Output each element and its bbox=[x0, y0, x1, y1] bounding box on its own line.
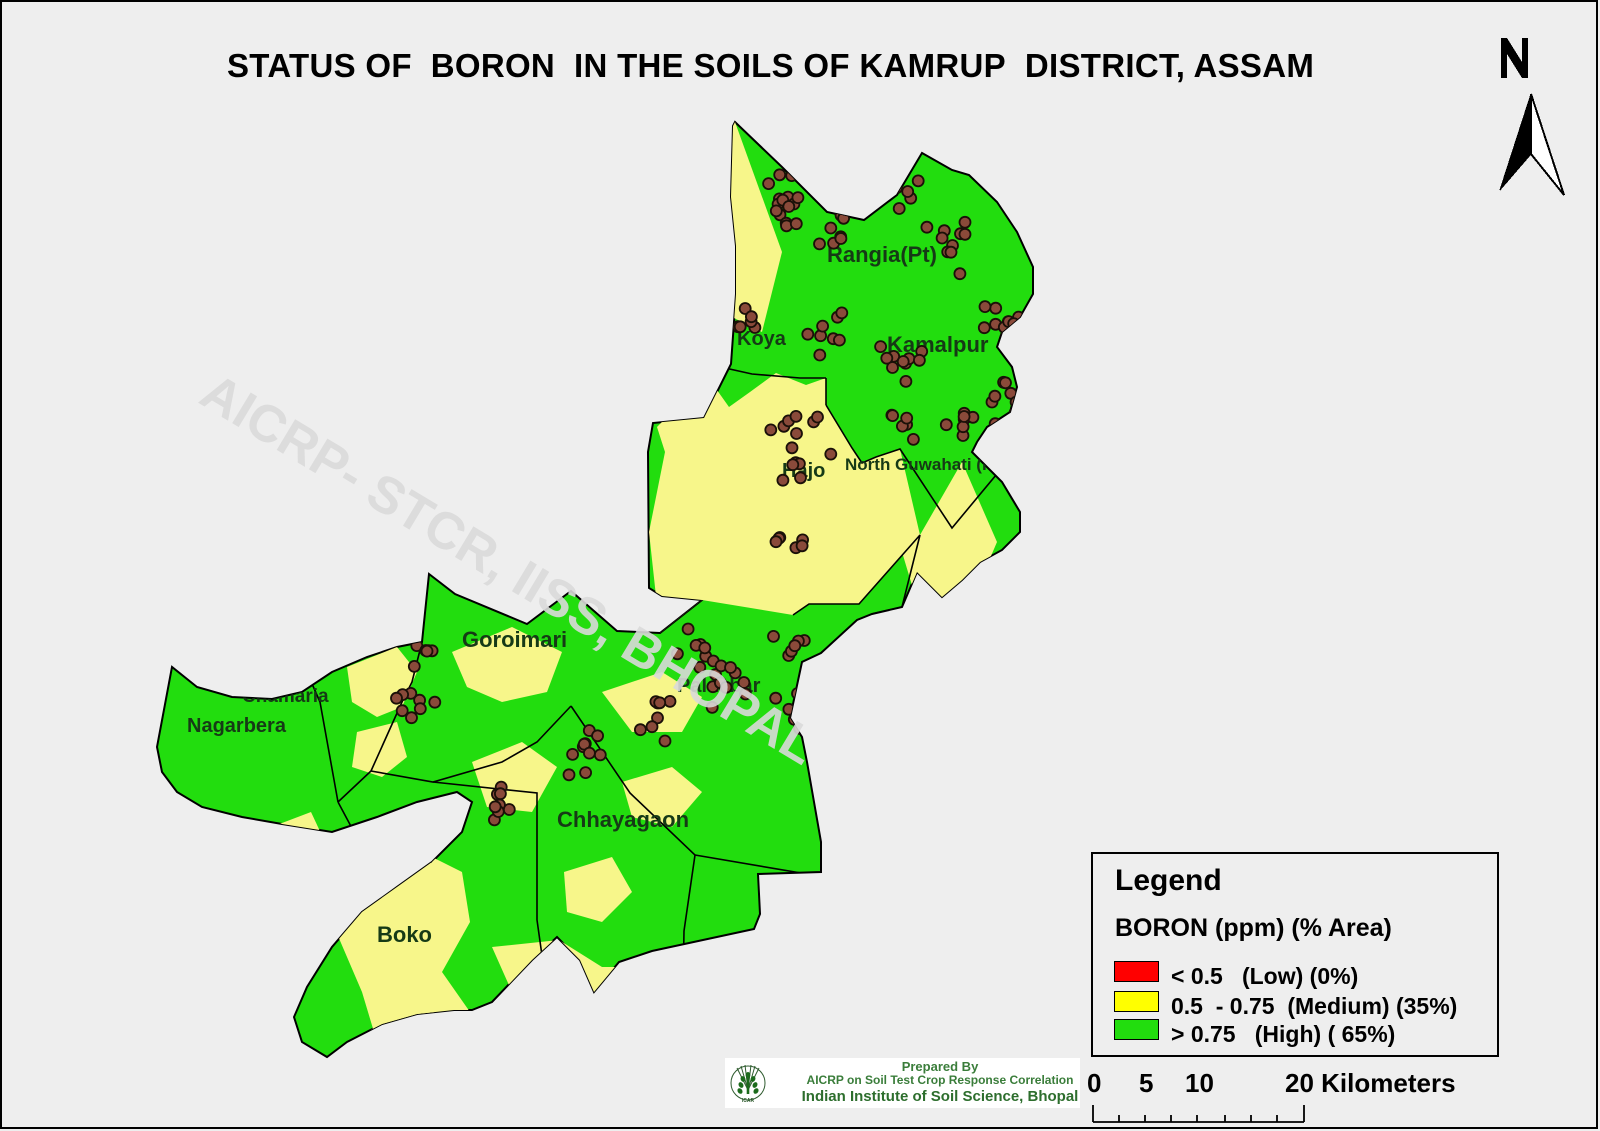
svg-text:Chamaria: Chamaria bbox=[242, 686, 329, 707]
svg-text:Goroimari: Goroimari bbox=[462, 627, 567, 652]
svg-text:North Guwahati (P: North Guwahati (P bbox=[845, 455, 993, 474]
svg-text:Boko: Boko bbox=[377, 922, 432, 947]
svg-text:Nagarbera: Nagarbera bbox=[187, 715, 287, 737]
svg-text:Rangia(Pt): Rangia(Pt) bbox=[827, 242, 937, 267]
svg-text:Chhayagaon: Chhayagaon bbox=[557, 807, 689, 832]
svg-text:Kamalpur: Kamalpur bbox=[887, 332, 989, 357]
